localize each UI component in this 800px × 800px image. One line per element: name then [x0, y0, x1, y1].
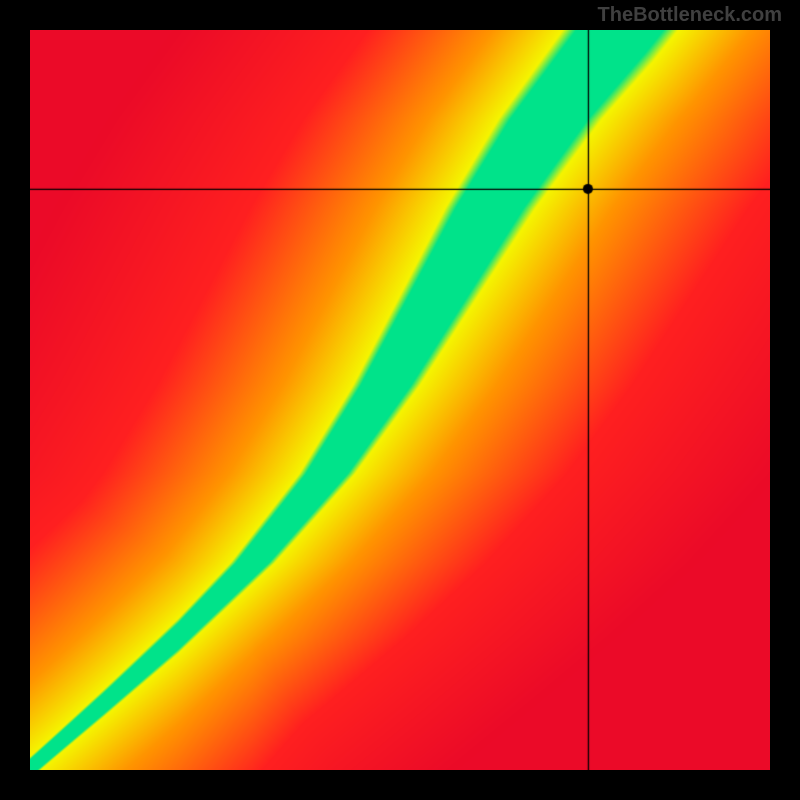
watermark-text: TheBottleneck.com	[598, 4, 782, 27]
heatmap-canvas	[30, 30, 770, 770]
heatmap-chart	[30, 30, 770, 770]
